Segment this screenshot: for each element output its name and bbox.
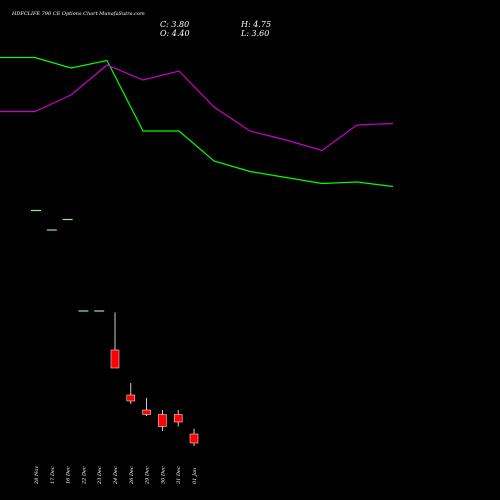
- high-readout: H: 4.75: [240, 20, 271, 29]
- open-readout: O: 4.40: [160, 29, 190, 38]
- candle: [173, 410, 183, 427]
- x-tick-label: 17 Dec: [50, 466, 56, 484]
- low-readout: L: 3.60: [240, 29, 269, 38]
- candle: [110, 312, 120, 369]
- x-tick-label: 16 Dec: [66, 466, 72, 484]
- x-axis-tick-labels: 28 Nov 17 Dec 16 Dec 22 Dec 23 Dec 24 Dec 26 D…: [34, 466, 198, 485]
- candle: [158, 410, 167, 431]
- candle-body: [126, 394, 136, 402]
- candle-body: [173, 414, 183, 423]
- x-tick-label: 24 Dec: [113, 466, 119, 485]
- candle-body: [189, 433, 199, 444]
- close-readout: C: 3.80: [160, 20, 189, 29]
- indicator-lines: [0, 56, 394, 188]
- candles: [31, 209, 199, 446]
- x-tick-label: 23 Dec: [97, 466, 103, 485]
- indicator-line-2: [0, 64, 394, 152]
- x-tick-label: 31 Dec: [176, 466, 182, 484]
- indicator-line-1: [0, 56, 394, 188]
- x-tick-label: 29 Dec: [145, 466, 151, 485]
- chart-title: HDFCLIFE 790 CE Options Chart MunafaSutr…: [11, 11, 145, 17]
- x-tick-label: 01 Jan: [192, 468, 198, 484]
- candle: [189, 428, 199, 446]
- candle: [142, 398, 151, 416]
- x-tick-label: 22 Dec: [81, 466, 87, 485]
- candle-body: [110, 349, 120, 369]
- x-tick-label: 28 Nov: [34, 466, 40, 485]
- x-tick-label: 30 Dec: [160, 466, 166, 484]
- candle-body: [142, 409, 151, 415]
- candle-body: [158, 414, 167, 427]
- x-tick-label: 26 Dec: [129, 466, 135, 485]
- candle: [126, 383, 136, 404]
